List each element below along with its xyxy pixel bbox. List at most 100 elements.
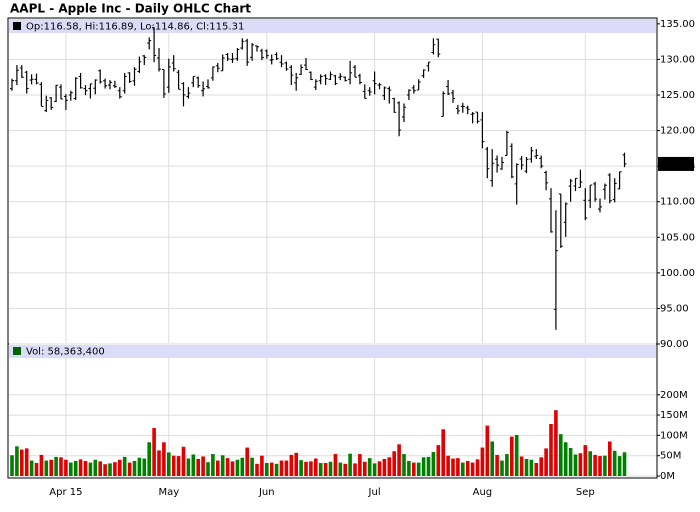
price-legend-strip <box>9 19 656 33</box>
volume-bar <box>206 462 210 476</box>
volume-bar <box>338 462 343 476</box>
x-tick-label: Jun <box>258 487 275 498</box>
volume-bar <box>612 450 617 476</box>
volume-bar <box>20 449 24 476</box>
x-tick-label: Jul <box>368 487 381 498</box>
volume-bar <box>152 428 156 476</box>
y-tick-label: 100.00 <box>660 268 695 279</box>
volume-bar <box>269 462 274 476</box>
volume-bar <box>539 457 543 476</box>
y-tick-label: 125.00 <box>660 90 695 101</box>
x-tick-label: Apr 15 <box>49 487 82 498</box>
volume-bar <box>372 463 377 476</box>
y-tick-label: 105.00 <box>660 232 695 243</box>
volume-bar <box>402 454 406 476</box>
volume-bar <box>505 454 509 476</box>
volume-bar <box>294 452 298 476</box>
volume-bar <box>470 462 475 476</box>
volume-bar <box>162 442 166 476</box>
volume-bar <box>568 447 573 476</box>
volume-bar <box>588 451 592 476</box>
volume-bar <box>598 456 602 476</box>
volume-bar <box>563 442 568 476</box>
volume-bar <box>524 458 529 476</box>
volume-bar <box>78 459 83 476</box>
volume-bar <box>578 453 583 476</box>
volume-bar <box>353 463 357 476</box>
volume-bar <box>211 454 215 476</box>
volume-bar <box>465 460 470 476</box>
last-price-badge <box>658 156 694 171</box>
y-tick-label: 130.00 <box>660 54 695 65</box>
volume-bar <box>318 463 323 476</box>
volume-bar <box>265 463 269 476</box>
volume-bar <box>554 410 558 476</box>
volume-bar <box>608 441 612 476</box>
volume-bar <box>382 458 387 476</box>
volume-bar <box>142 458 147 476</box>
x-tick-label: Sep <box>576 487 595 498</box>
volume-bar <box>500 460 504 476</box>
grid <box>9 23 660 477</box>
volume-bar <box>573 454 578 476</box>
volume-bar <box>436 445 441 476</box>
volume-bar <box>157 450 161 476</box>
volume-bar <box>279 460 284 476</box>
volume-bar <box>544 448 548 476</box>
volume-bar <box>456 458 460 476</box>
volume-bar <box>328 461 333 476</box>
volume-legend: Vol: 58,363,400 <box>26 347 105 358</box>
volume-bar <box>49 459 53 476</box>
volume-bar <box>64 459 68 476</box>
volume-bar <box>201 456 205 476</box>
volume-bar <box>39 454 44 476</box>
volume-bar <box>122 456 127 476</box>
volume-bar <box>461 462 465 476</box>
volume-bar <box>34 463 39 476</box>
volume-bar <box>304 461 308 476</box>
y-tick-label: 120.00 <box>660 126 695 137</box>
volume-bar <box>583 445 588 476</box>
volume-bar <box>235 459 240 476</box>
volume-bar <box>412 462 416 476</box>
volume-bar <box>431 452 436 476</box>
volume-bar <box>230 461 235 476</box>
volume-bar <box>113 462 117 476</box>
volume-bar <box>514 434 519 476</box>
x-tick-label: Aug <box>473 487 493 498</box>
x-tick-label: May <box>158 487 179 498</box>
volume-bar <box>534 463 539 476</box>
volume-bar <box>250 457 254 476</box>
volume-bar <box>559 434 563 476</box>
volume-bar <box>240 457 245 476</box>
y2-tick-label: 0M <box>660 471 675 482</box>
volume-bar <box>510 436 514 476</box>
volume-legend-strip <box>9 345 656 358</box>
volume-bar <box>343 463 347 476</box>
volume-bar <box>225 458 230 476</box>
volume-bar <box>387 457 392 476</box>
y-tick-label: 135.00 <box>660 19 695 30</box>
volume-bar <box>446 455 450 476</box>
volume-bar <box>73 460 78 476</box>
volume-bar <box>622 452 627 476</box>
volume-bar <box>132 460 137 476</box>
volume-bar <box>377 461 382 476</box>
volume-bar <box>255 463 259 476</box>
y-tick-label: 90.00 <box>660 339 689 350</box>
chart-title: AAPL - Apple Inc - Daily OHLC Chart <box>10 2 251 16</box>
volume-bar <box>216 460 220 476</box>
plot-layer: 90.0095.00100.00105.00110.00115.00120.00… <box>9 19 696 498</box>
volume-bar <box>549 424 553 476</box>
legend-swatch <box>13 22 21 30</box>
volume-bar <box>118 459 122 476</box>
volume-bar <box>220 455 225 476</box>
volume-bar <box>617 456 622 476</box>
volume-bar <box>24 448 29 476</box>
volume-bar <box>348 453 352 476</box>
volume-bar <box>416 462 421 476</box>
volume-bar <box>191 454 196 476</box>
volume-bar <box>490 441 494 476</box>
volume-bar <box>44 460 49 476</box>
